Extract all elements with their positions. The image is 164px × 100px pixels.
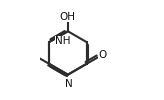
Text: O: O <box>98 50 107 60</box>
Text: OH: OH <box>60 12 76 22</box>
Text: N: N <box>65 79 73 89</box>
Text: NH: NH <box>54 36 70 46</box>
